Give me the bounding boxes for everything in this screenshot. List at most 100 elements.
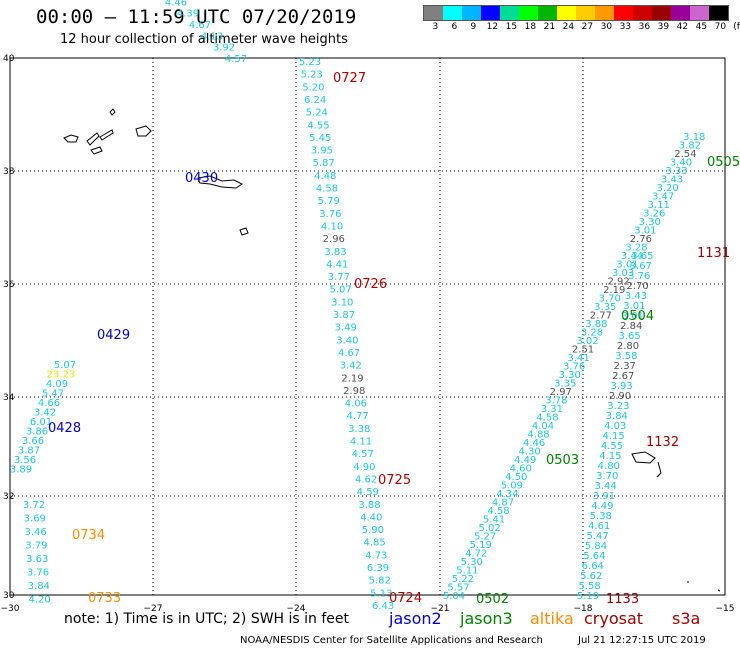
wave-height-value: 6.24 — [304, 95, 326, 106]
wave-height-value: 3.26 — [643, 209, 665, 220]
wave-height-value: 4.50 — [505, 472, 527, 483]
scale-swatch — [424, 6, 443, 20]
wave-height-value: 3.28 — [581, 328, 603, 339]
wave-height-value: 3.63 — [26, 554, 48, 565]
wave-height-value: 2.19 — [603, 285, 625, 296]
wave-height-value: 5.62 — [580, 571, 602, 582]
wave-height-value: 3.56 — [14, 455, 36, 466]
wave-height-value: 4.58 — [316, 184, 338, 195]
wave-height-value: 3.79 — [25, 541, 47, 552]
pass-time-label: 0733 — [88, 591, 121, 606]
wave-height-value: 2.70 — [626, 281, 648, 292]
wave-height-value: 2.98 — [343, 386, 365, 397]
lon-tick-label: −21 — [431, 604, 450, 614]
wave-height-value: 5.11 — [456, 566, 478, 577]
wave-height-value: 3.58 — [615, 351, 637, 362]
wave-height-value: 4.90 — [353, 462, 375, 473]
wave-height-value: 2.84 — [620, 321, 642, 332]
satellite-tracks: 4.573.924.134.674.394.463.652.924.392.55… — [10, 0, 706, 612]
islet-selvagens — [687, 581, 721, 592]
wave-height-value: 4.60 — [510, 464, 532, 475]
wave-height-value: 5.41 — [483, 515, 505, 526]
wave-height-value: 4.73 — [365, 550, 387, 561]
wave-height-value: 4.13 — [201, 31, 223, 42]
wave-height-value: 4.55 — [601, 441, 623, 452]
wave-height-value: 3.38 — [348, 424, 370, 435]
wave-height-value: 4.62 — [355, 474, 377, 485]
scale-tick-label: 45 — [695, 22, 708, 32]
scale-tick-label: 33 — [619, 22, 632, 32]
scale-tick-label: 39 — [657, 22, 670, 32]
map-subtitle: 12 hour collection of altimeter wave hei… — [60, 32, 348, 47]
wave-height-value: 5.82 — [369, 576, 391, 587]
pass-time-label: 1132 — [646, 435, 679, 450]
wave-height-value: 4.06 — [345, 399, 367, 410]
wave-height-value: 6.64 — [582, 561, 604, 572]
scale-swatch — [519, 6, 538, 20]
island-azores-5 — [135, 125, 152, 137]
scale-tick-label: 18 — [524, 22, 537, 32]
wave-height-value: 4.11 — [350, 437, 372, 448]
scale-swatch — [576, 6, 595, 20]
scale-tick-label: 6 — [451, 22, 458, 32]
wave-height-value: 3.65 — [618, 331, 640, 342]
wave-height-value: 4.72 — [465, 549, 487, 560]
wave-height-value: 3.95 — [311, 146, 333, 157]
scale-swatch — [614, 6, 633, 20]
island-porto-santo — [656, 461, 662, 478]
footer-note: note: 1) Time is in UTC; 2) SWH is in fe… — [64, 611, 350, 627]
wave-height-value: 2.19 — [341, 373, 363, 384]
wave-height-value: 3.30 — [639, 217, 661, 228]
wave-height-value: 3.01 — [634, 226, 656, 237]
wave-height-value: 3.11 — [648, 200, 670, 211]
scale-tick-label: 70 — [714, 22, 727, 32]
legend-altika: altika — [530, 609, 574, 628]
wave-height-value: 2.67 — [612, 371, 634, 382]
scale-tick-label: 3 — [432, 22, 439, 32]
legend-jason3: jason3 — [460, 609, 513, 628]
scale-swatch — [709, 6, 728, 20]
pass-time-label: 0724 — [389, 591, 422, 606]
wave-height-value: 4.15 — [599, 451, 621, 462]
scale-swatch — [557, 6, 576, 20]
wave-height-value: 4.49 — [591, 501, 613, 512]
scale-tick-label: 9 — [470, 22, 477, 32]
legend-jason2: jason2 — [389, 609, 442, 628]
wave-height-value: 6.43 — [372, 601, 394, 612]
wave-height-value: 3.01 — [622, 311, 644, 322]
wave-height-value: 4.46 — [165, 0, 187, 8]
wave-height-value: 4.41 — [326, 259, 348, 270]
wave-height-value: 5.09 — [501, 481, 523, 492]
wave-height-value: 4.09 — [46, 379, 68, 390]
coastline-islands — [63, 108, 721, 592]
wave-height-value: 5.04 — [443, 591, 465, 602]
wave-height-value: 3.35 — [594, 302, 616, 313]
wave-height-value: 3.93 — [610, 381, 632, 392]
wave-height-value: 5.47 — [42, 389, 64, 400]
wave-height-value: 3.01 — [616, 260, 638, 271]
wave-height-value: 3.35 — [554, 379, 576, 390]
pass-time-label: 0726 — [354, 277, 387, 292]
pass-time-label: 1133 — [606, 592, 639, 607]
wave-height-value: 3.44 — [621, 251, 643, 262]
wave-height-value: 3.87 — [333, 310, 355, 321]
wave-height-value: 2.96 — [323, 234, 345, 245]
map-frame — [9, 57, 726, 596]
wave-height-value: 3.66 — [22, 436, 44, 447]
scale-tick-label: 12 — [486, 22, 499, 32]
pass-time-labels: 0727 0430 0726 0429 0428 0725 0734 0733 0724 0502… — [48, 71, 740, 607]
wave-height-value: 4.39 — [177, 9, 199, 20]
credit-line: NOAA/NESDIS Center for Satellite Applica… — [240, 635, 543, 646]
wave-height-value: 3.42 — [340, 361, 362, 372]
wave-height-value: 4.04 — [532, 421, 554, 432]
lat-tick-label: 36 — [3, 280, 15, 290]
wave-height-value: 3.92 — [213, 43, 235, 54]
wave-height-value: 3.49 — [335, 323, 357, 334]
pass-time-label: 0734 — [72, 528, 105, 543]
wave-height-value: 5.45 — [309, 133, 331, 144]
pass-time-label: 0727 — [333, 71, 366, 86]
pass-time-label: 0503 — [546, 453, 579, 468]
wave-height-value: 3.46 — [24, 527, 46, 538]
wave-height-value: 3.77 — [328, 272, 350, 283]
